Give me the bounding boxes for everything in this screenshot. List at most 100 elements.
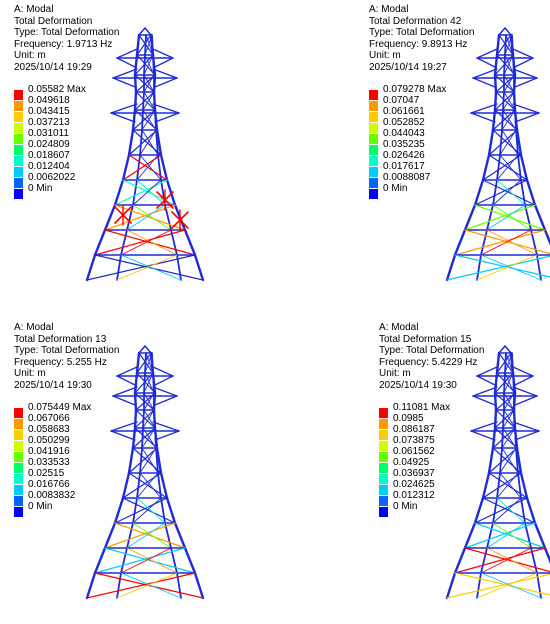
legend-swatch: [379, 452, 388, 462]
tower-member: [505, 352, 514, 374]
tower-member: [498, 34, 514, 56]
tower-member: [139, 129, 157, 156]
tower-member: [454, 229, 546, 256]
tower-member: [135, 409, 156, 429]
legend-entry: 0.049618: [14, 95, 104, 111]
tower-member: [193, 253, 205, 282]
legend-swatch: [379, 507, 388, 517]
result-info-4: A: Modal Total Deformation 15 Type: Tota…: [379, 322, 484, 391]
tower-member: [138, 345, 146, 354]
legend-entry: 0.0083832: [14, 490, 104, 506]
legend-entry: 0.033533: [14, 457, 104, 473]
tower-member: [132, 204, 172, 231]
legend-value: 0.061562: [393, 446, 435, 457]
tower-member: [164, 204, 172, 231]
tower-member: [133, 90, 138, 112]
timestamp-label: 2025/10/14 19:30: [14, 379, 92, 391]
tower-member: [132, 522, 172, 549]
tower-member: [114, 179, 168, 206]
tower-member: [496, 34, 512, 56]
legend-entry: 0.036937: [379, 468, 469, 484]
legend-entry: 0 Min: [14, 183, 104, 199]
tower-member: [121, 471, 131, 500]
tower-member: [152, 386, 178, 397]
timestamp-label: 2025/10/14 19:27: [369, 61, 447, 73]
tower-member: [501, 447, 519, 474]
legend-swatch: [369, 167, 378, 177]
legend-value: 0.067066: [28, 413, 70, 424]
tower-member: [142, 409, 155, 429]
frequency-label: Frequency: 5.4229 Hz: [379, 356, 478, 368]
tower-member: [85, 571, 97, 600]
tower-member: [453, 546, 467, 575]
tower-member: [445, 571, 457, 600]
tower-member: [492, 179, 522, 206]
legend-entry: 0.05582 Max: [14, 84, 104, 100]
legend-entry: 0.012312: [379, 490, 469, 506]
tower-member: [135, 33, 141, 57]
tower-member: [114, 522, 186, 549]
tower-member: [464, 547, 550, 573]
tower-model-4[interactable]: [445, 345, 550, 613]
legend-swatch: [14, 90, 23, 100]
legend-entry: 0 Min: [379, 501, 469, 517]
tower-member: [112, 386, 138, 397]
legend-entry: 0.0062022: [14, 172, 104, 188]
tower-member: [464, 229, 550, 255]
legend-entry: 0.0088087: [369, 172, 459, 188]
tower-member: [132, 179, 162, 206]
tower-member: [474, 204, 546, 231]
tower-member: [504, 34, 513, 56]
legend-entry: 0.012404: [14, 161, 104, 177]
tower-member: [159, 471, 169, 500]
legend-entry: 0.061661: [369, 106, 459, 122]
result-info-1: A: Modal Total Deformation Type: Total D…: [14, 4, 119, 73]
timestamp-label: 2025/10/14 19:30: [379, 379, 457, 391]
tower-member: [515, 129, 519, 156]
legend-value: 0.012312: [393, 490, 435, 501]
tower-member: [494, 91, 515, 111]
legend-value: 0.05582 Max: [28, 84, 86, 95]
legend-entry: 0.044043: [369, 128, 459, 144]
tower-member: [486, 204, 526, 231]
tower-member: [504, 27, 512, 36]
tower-member: [116, 57, 136, 68]
tower-member: [112, 68, 138, 79]
tower-member: [494, 409, 515, 429]
legend-entry: 0.018607: [14, 150, 104, 166]
result-panel-3: A: Modal Total Deformation 13 Type: Tota…: [0, 318, 275, 624]
tower-model-3[interactable]: [85, 345, 205, 613]
legend-swatch: [14, 485, 23, 495]
frequency-label: Frequency: 5.255 Hz: [14, 356, 107, 368]
unit-label: Unit: m: [369, 50, 401, 61]
tower-member: [139, 472, 162, 499]
type-label: Type: Total Deformation: [369, 27, 475, 38]
legend-swatch: [369, 123, 378, 133]
tower-member: [487, 446, 495, 475]
tower-member: [116, 366, 138, 377]
tower-member: [514, 57, 534, 68]
tower-member: [472, 77, 496, 88]
tower-model-1[interactable]: [85, 27, 205, 290]
legend-swatch: [14, 167, 23, 177]
legend-entry: 0.067066: [14, 413, 104, 429]
legend-swatch: [379, 463, 388, 473]
tower-member: [113, 178, 125, 207]
tower-member: [473, 496, 485, 525]
tower-member: [511, 34, 514, 56]
tower-member: [112, 77, 136, 88]
tower-member: [520, 497, 526, 524]
legend-swatch: [379, 430, 388, 440]
tower-member: [136, 352, 152, 374]
tower-member: [525, 178, 537, 207]
tower-member: [499, 447, 517, 474]
tower-model-2[interactable]: [445, 27, 550, 290]
legend-value: 0.079278 Max: [383, 84, 447, 95]
tower-member: [472, 395, 496, 406]
legend-entry: 0.052852: [369, 117, 459, 133]
tower-member: [152, 421, 180, 432]
legend-entry: 0.073875: [379, 435, 469, 451]
legend-entry: 0.026426: [369, 150, 459, 166]
tower-member: [103, 203, 117, 232]
tower-member: [482, 179, 536, 206]
